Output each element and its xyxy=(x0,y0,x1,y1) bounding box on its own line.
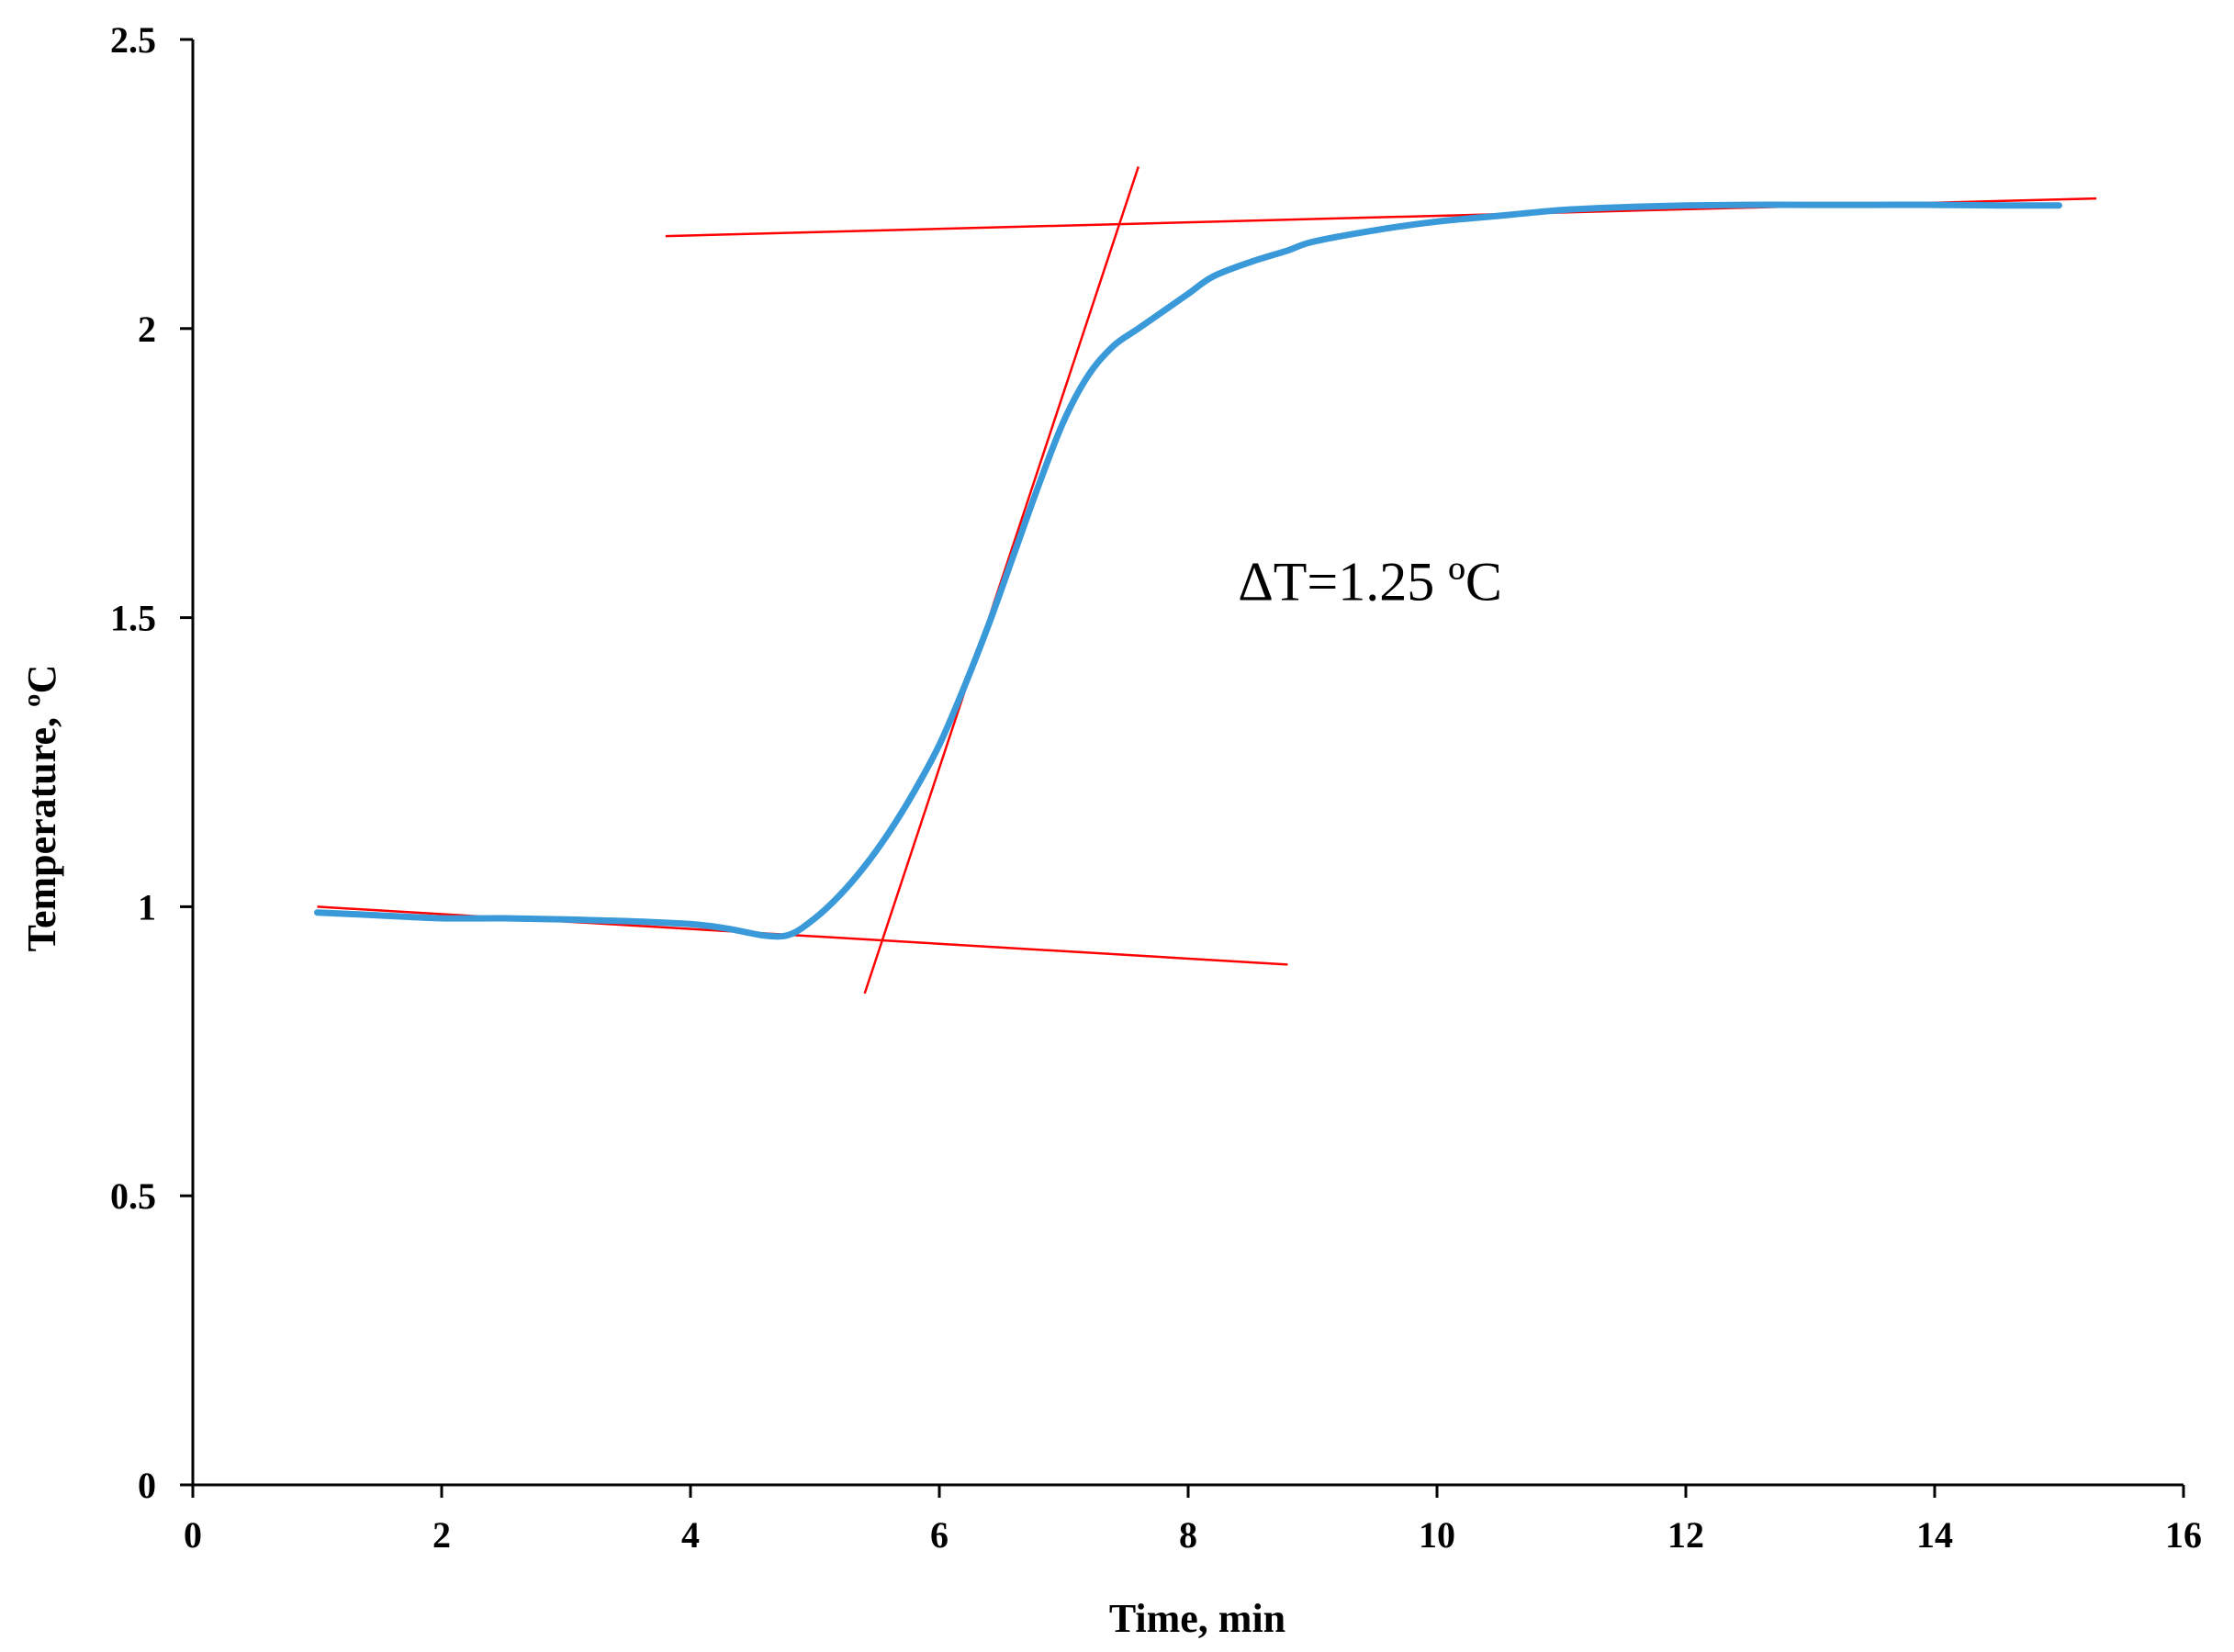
y-tick-label: 2.5 xyxy=(110,19,156,61)
y-axis-title: Temperature, ºC xyxy=(19,665,64,952)
axes: 0 2 4 6 8 10 12 14 16 0 0.5 1 1.5 2 2.5 xyxy=(110,19,2202,1556)
series-group xyxy=(314,201,2062,940)
y-tick-label: 2 xyxy=(138,309,156,350)
annotations: ΔT=1.25 ºC xyxy=(1238,552,1502,612)
x-tick-label: 10 xyxy=(1419,1514,1455,1556)
y-tick-label: 1.5 xyxy=(110,598,156,639)
y-tick-label: 0.5 xyxy=(110,1175,156,1217)
x-tick-label: 4 xyxy=(681,1514,700,1556)
y-tick-label: 0 xyxy=(138,1465,156,1506)
reference-lines xyxy=(317,166,2097,995)
x-tick-label: 14 xyxy=(1916,1514,1953,1556)
x-tick-label: 6 xyxy=(930,1514,949,1556)
delta-t-annotation: ΔT=1.25 ºC xyxy=(1238,552,1502,612)
y-tick-label: 1 xyxy=(138,886,156,927)
temperature-series-line xyxy=(314,201,2062,940)
x-tick-label: 16 xyxy=(2165,1514,2202,1556)
x-tick-label: 2 xyxy=(432,1514,451,1556)
x-tick-label: 8 xyxy=(1179,1514,1197,1556)
x-axis-title: Time, min xyxy=(1109,1596,1285,1641)
x-tick-label: 12 xyxy=(1667,1514,1704,1556)
x-tick-label: 0 xyxy=(184,1514,202,1556)
